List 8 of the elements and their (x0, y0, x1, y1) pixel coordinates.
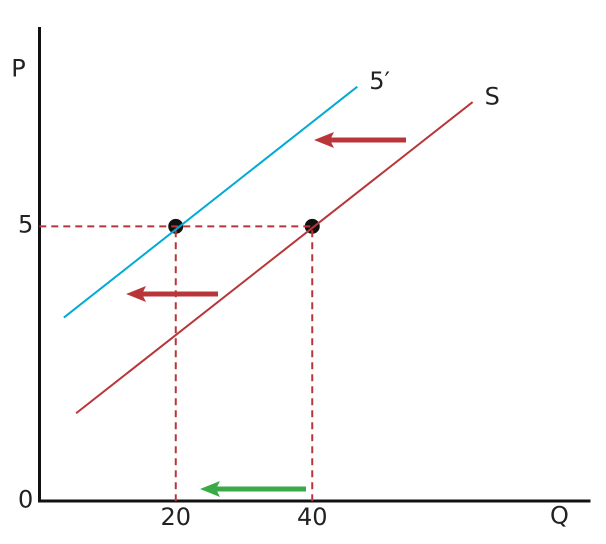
y-tick-label: 0 (18, 485, 34, 514)
series-label: 5′ (369, 66, 390, 95)
x-tick-label: 20 (160, 502, 192, 531)
y-tick-label: 5 (18, 210, 34, 239)
x-axis-title: Q (550, 501, 569, 530)
x-tick-label: 40 (296, 502, 328, 531)
series-label: S (484, 82, 500, 110)
y-axis-title: P (11, 54, 26, 83)
